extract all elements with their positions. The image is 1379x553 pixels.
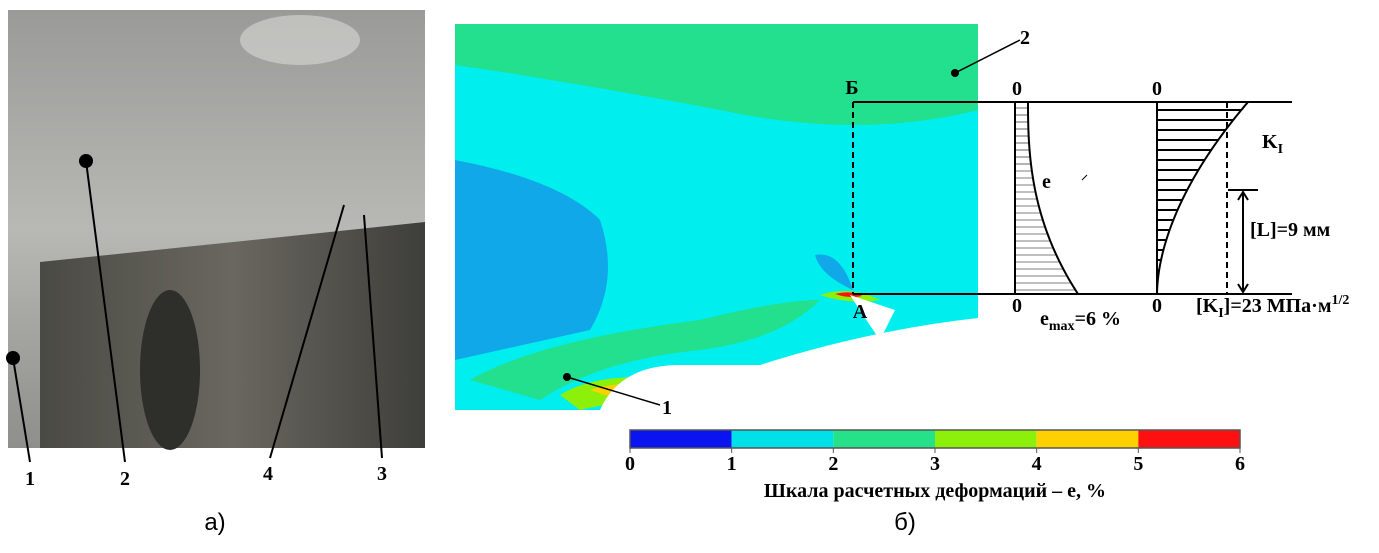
dot (563, 373, 571, 381)
tick-label: 5 (1133, 453, 1143, 475)
label: e (1042, 171, 1051, 193)
label: Б (845, 77, 858, 99)
label: KI (1262, 131, 1283, 157)
label: 1 (25, 468, 35, 490)
tick-label: 4 (1032, 453, 1042, 475)
tick-label: 3 (930, 453, 940, 475)
label: [KI]=23 МПа·м1/2 (1196, 293, 1349, 321)
label: 1 (662, 397, 672, 419)
label: 2 (1020, 27, 1030, 49)
label: [L]=9 мм (1250, 219, 1330, 241)
label: 4 (263, 463, 273, 485)
color-scale: 0 1 2 3 4 5 6 (625, 429, 1245, 475)
label: 2 (120, 468, 130, 490)
hatch (1015, 101, 1249, 295)
label: 3 (377, 463, 387, 485)
tick-label: 0 (625, 453, 635, 475)
scale-segment (833, 430, 935, 448)
contour-plot (455, 24, 978, 410)
scale-label: Шкала расчетных деформаций – e, % (764, 480, 1106, 502)
caption: а) (204, 509, 225, 536)
tick-label: 6 (1235, 453, 1245, 475)
tick-label: 1 (727, 453, 737, 475)
label: A (853, 301, 868, 323)
leaders (12, 160, 383, 463)
dot (951, 69, 959, 77)
label: 0 (1152, 295, 1162, 317)
scale-segment (731, 430, 834, 448)
caption: б) (894, 509, 916, 536)
tick-label: 2 (828, 453, 838, 475)
label: emax=6 % (1040, 308, 1121, 334)
label: 0 (1152, 78, 1162, 100)
photo (8, 10, 425, 450)
scale-segment (1036, 430, 1139, 448)
curve (1156, 101, 1249, 295)
dot (6, 351, 20, 365)
scale-segment (630, 430, 732, 448)
dot (79, 154, 93, 168)
curve (1027, 102, 1079, 295)
scale-segment (935, 430, 1037, 448)
label: 0 (1012, 78, 1022, 100)
scale-segment (1138, 430, 1240, 448)
label: 0 (1012, 295, 1022, 317)
